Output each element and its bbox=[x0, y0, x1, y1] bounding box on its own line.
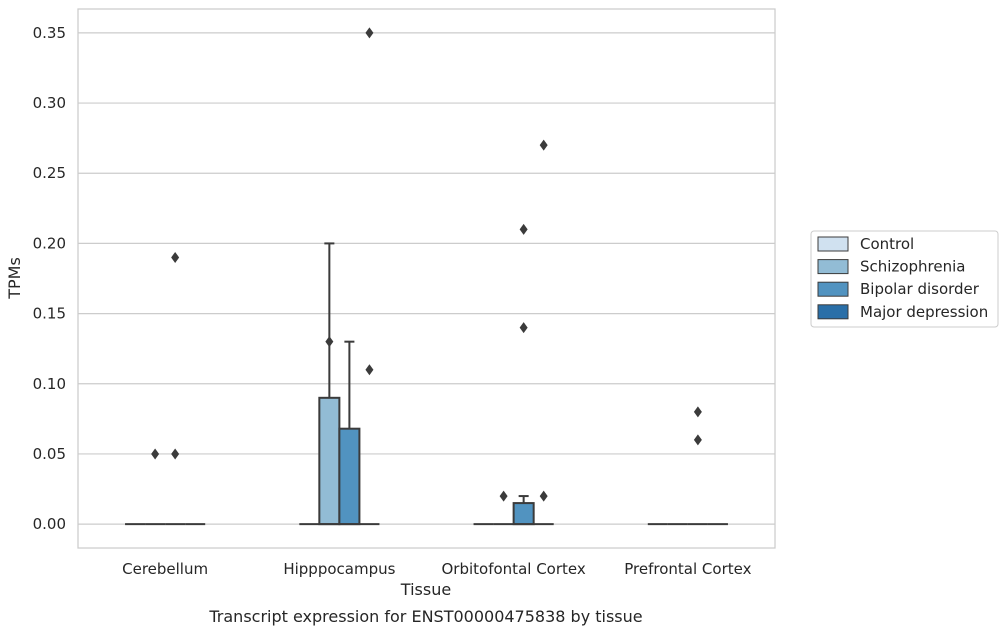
y-tick-label: 0.15 bbox=[33, 305, 66, 323]
y-tick-label: 0.25 bbox=[33, 164, 66, 182]
y-axis-title: TPMs bbox=[5, 257, 24, 300]
y-tick-label: 0.10 bbox=[33, 375, 66, 393]
box-body bbox=[338, 427, 361, 526]
legend: Control Schizophrenia Bipolar disorder Majo… bbox=[810, 230, 999, 328]
box-schizophrenia bbox=[145, 448, 166, 526]
outlier-point bbox=[519, 322, 528, 334]
legend-items: Control Schizophrenia Bipolar disorder Majo… bbox=[817, 235, 988, 321]
legend-swatch bbox=[817, 304, 849, 320]
outlier-point bbox=[539, 139, 548, 151]
y-tick-labels: 0.00 0.05 0.10 0.15 0.20 0.25 0.30 0.35 bbox=[33, 24, 66, 533]
legend-label: Bipolar disorder bbox=[860, 280, 980, 298]
outlier-point bbox=[693, 434, 702, 446]
box-schizophrenia bbox=[493, 490, 514, 526]
legend-swatch bbox=[817, 236, 849, 252]
plot-frame bbox=[77, 8, 776, 549]
outlier-point bbox=[539, 490, 548, 502]
legend-label: Control bbox=[860, 235, 914, 253]
outlier-point bbox=[365, 27, 374, 39]
legend-swatch bbox=[817, 259, 849, 275]
y-tick-label: 0.20 bbox=[33, 234, 66, 252]
outlier-point bbox=[499, 490, 508, 502]
legend-label: Schizophrenia bbox=[860, 258, 965, 276]
y-tick-label: 0.00 bbox=[33, 515, 66, 533]
x-tick-label: Prefrontal Cortex bbox=[624, 560, 751, 578]
box-bipolar-disorder bbox=[512, 223, 535, 526]
x-tick-label: Cerebellum bbox=[122, 560, 208, 578]
box-major-depression bbox=[533, 139, 554, 526]
box-plots bbox=[125, 27, 728, 526]
outlier-point bbox=[325, 336, 334, 348]
y-tick-label: 0.30 bbox=[33, 94, 66, 112]
chart-caption: Transcript expression for ENST0000047583… bbox=[208, 607, 642, 626]
x-axis-title: Tissue bbox=[400, 580, 451, 599]
outlier-point bbox=[171, 251, 180, 263]
x-tick-label: Orbitofontal Cortex bbox=[442, 560, 586, 578]
box-bipolar-disorder bbox=[338, 340, 361, 526]
legend-label: Major depression bbox=[860, 303, 988, 321]
outlier-point bbox=[171, 448, 180, 460]
y-tick-label: 0.05 bbox=[33, 445, 66, 463]
legend-swatch bbox=[817, 281, 849, 297]
box-major-depression bbox=[359, 27, 380, 526]
outlier-point bbox=[365, 364, 374, 376]
outlier-point bbox=[151, 448, 160, 460]
outlier-point bbox=[519, 223, 528, 235]
box-body bbox=[318, 396, 341, 526]
box-bipolar-disorder bbox=[687, 406, 708, 526]
x-tick-labels: Cerebellum Hipppocampus Orbitofontal Corte… bbox=[122, 560, 751, 578]
y-tick-label: 0.35 bbox=[33, 24, 66, 42]
x-tick-label: Hipppocampus bbox=[283, 560, 395, 578]
legend-frame bbox=[810, 230, 999, 328]
outlier-point bbox=[693, 406, 702, 418]
box-bipolar-disorder bbox=[165, 251, 186, 526]
box-body bbox=[512, 502, 535, 526]
box-schizophrenia bbox=[318, 242, 341, 526]
